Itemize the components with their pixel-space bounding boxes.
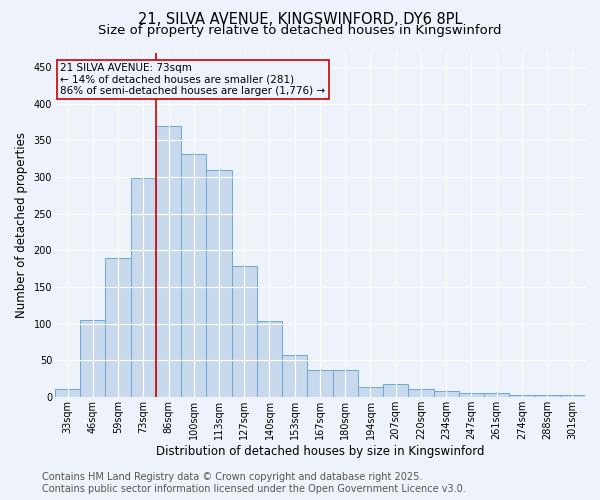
Bar: [560, 396, 585, 397]
Bar: [409, 388, 434, 397]
Text: 21 SILVA AVENUE: 73sqm
← 14% of detached houses are smaller (281)
86% of semi-de: 21 SILVA AVENUE: 73sqm ← 14% of detached…: [60, 63, 325, 96]
Bar: [358, 388, 383, 397]
Bar: [131, 178, 156, 397]
Text: 21, SILVA AVENUE, KINGSWINFORD, DY6 8PL: 21, SILVA AVENUE, KINGSWINFORD, DY6 8PL: [138, 12, 462, 28]
Bar: [307, 370, 332, 397]
Y-axis label: Number of detached properties: Number of detached properties: [15, 132, 28, 318]
Text: Contains HM Land Registry data © Crown copyright and database right 2025.
Contai: Contains HM Land Registry data © Crown c…: [42, 472, 466, 494]
Bar: [206, 170, 232, 397]
Bar: [106, 258, 131, 397]
Bar: [434, 391, 459, 397]
Bar: [282, 355, 307, 397]
Bar: [484, 393, 509, 397]
Bar: [181, 154, 206, 397]
Bar: [156, 126, 181, 397]
Bar: [459, 393, 484, 397]
Bar: [535, 394, 560, 397]
Text: Size of property relative to detached houses in Kingswinford: Size of property relative to detached ho…: [98, 24, 502, 37]
Bar: [232, 266, 257, 397]
Bar: [509, 396, 535, 397]
Bar: [55, 390, 80, 397]
Bar: [383, 384, 409, 397]
Bar: [80, 320, 106, 397]
Bar: [257, 322, 282, 397]
X-axis label: Distribution of detached houses by size in Kingswinford: Distribution of detached houses by size …: [156, 444, 484, 458]
Bar: [332, 370, 358, 397]
